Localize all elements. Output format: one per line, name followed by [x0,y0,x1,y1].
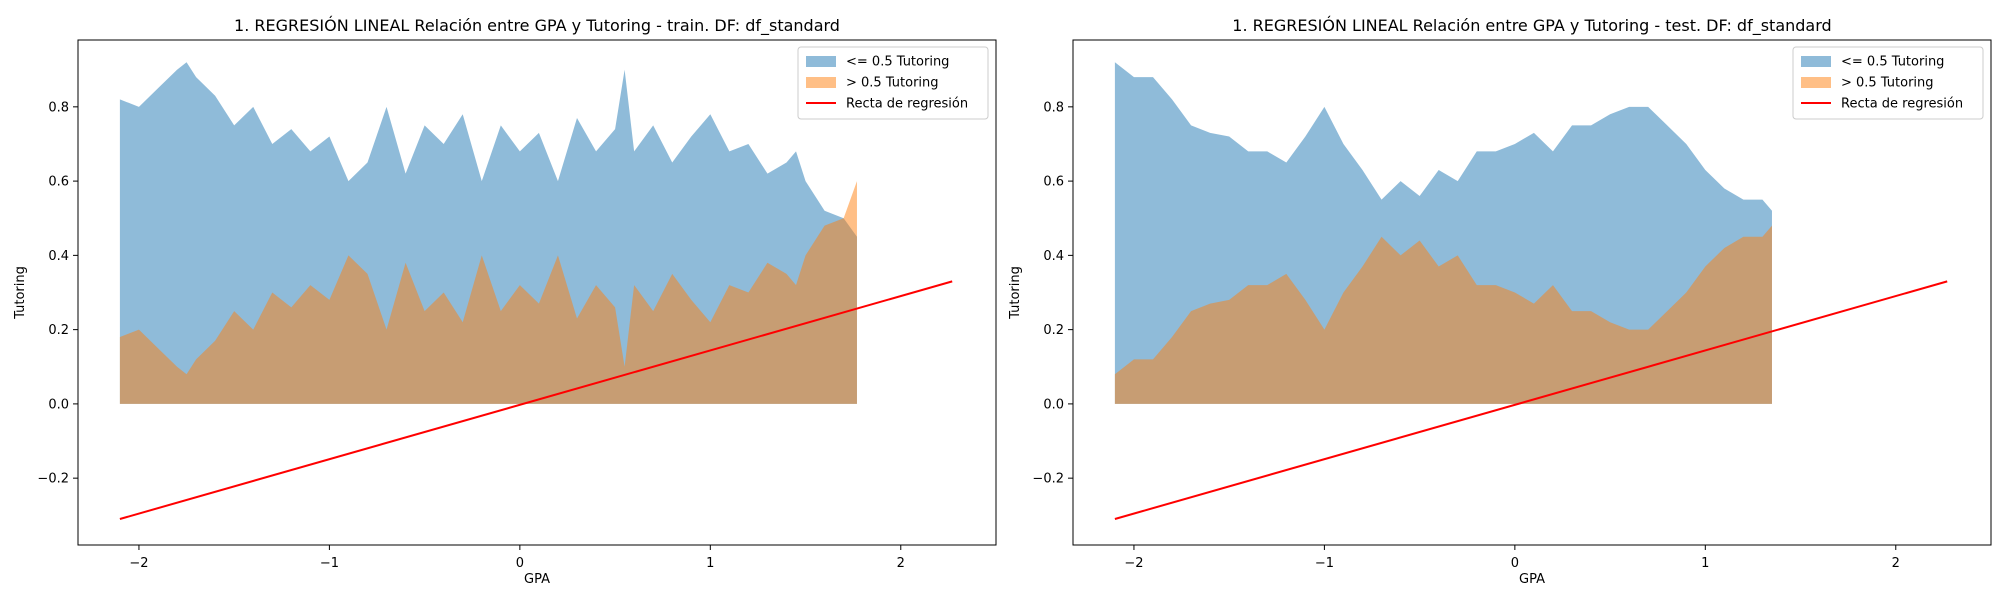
y-tick-label: 0.4 [1043,249,1064,264]
chart-train: 1. REGRESIÓN LINEAL Relación entre GPA y… [13,16,997,587]
legend-entry-fill-low: <= 0.5 Tutoring [846,55,949,70]
series-fill-high [1114,225,1772,404]
legend-box [797,46,989,120]
chart-title: 1. REGRESIÓN LINEAL Relación entre GPA y… [1232,16,1831,36]
legend: <= 0.5 Tutoring > 0.5 Tutoring Recta de … [1792,46,1984,120]
x-tick-label: 0 [1511,556,1519,571]
chart-test: 1. REGRESIÓN LINEAL Relación entre GPA y… [1008,16,1992,587]
x-tick-label: −1 [320,556,339,571]
x-tick-label: −2 [129,556,148,571]
legend: <= 0.5 Tutoring > 0.5 Tutoring Recta de … [797,46,989,120]
legend-entry-fill-low: <= 0.5 Tutoring [1841,55,1944,70]
legend-swatch [806,56,836,67]
x-tick-label: 0 [516,556,524,571]
series-regression-line [119,280,953,520]
x-tick-label: −1 [1315,556,1334,571]
y-tick-label: 0.2 [1043,323,1064,338]
x-tick-label: 1 [1701,556,1709,571]
x-tick-label: −2 [1124,556,1143,571]
series-regression-line [1114,280,1948,520]
y-tick-label: 0.0 [1043,397,1064,412]
x-axis-label: GPA [1519,572,1545,587]
x-tick-label: 2 [897,556,905,571]
legend-swatch [1801,77,1831,88]
y-tick-label: −0.2 [1032,472,1064,487]
y-tick-label: −0.2 [37,472,69,487]
plot-area [77,39,997,546]
plot-area [1072,39,1992,546]
y-tick-label: 0.0 [48,397,69,412]
x-tick-label: 2 [1892,556,1900,571]
x-tick-label: 1 [706,556,714,571]
y-axis-label: Tutoring [1008,266,1023,320]
y-tick-label: 0.8 [1043,100,1064,115]
x-axis-label: GPA [524,572,550,587]
chart-title: 1. REGRESIÓN LINEAL Relación entre GPA y… [234,16,840,36]
y-tick-label: 0.6 [1043,175,1064,190]
legend-box [1792,46,1984,120]
legend-entry-fill-high: > 0.5 Tutoring [846,76,939,91]
legend-entry-fill-high: > 0.5 Tutoring [1841,76,1934,91]
axes-frame [77,39,997,546]
y-tick-label: 0.6 [48,175,69,190]
y-tick-label: 0.8 [48,100,69,115]
legend-swatch [806,77,836,88]
axes-frame [1072,39,1992,546]
y-axis-label: Tutoring [13,266,28,320]
y-tick-label: 0.2 [48,323,69,338]
legend-swatch [1801,56,1831,67]
y-tick-label: 0.4 [48,249,69,264]
legend-entry-regression: Recta de regresión [846,97,968,112]
series-fill-high [119,181,857,404]
legend-entry-regression: Recta de regresión [1841,97,1963,112]
